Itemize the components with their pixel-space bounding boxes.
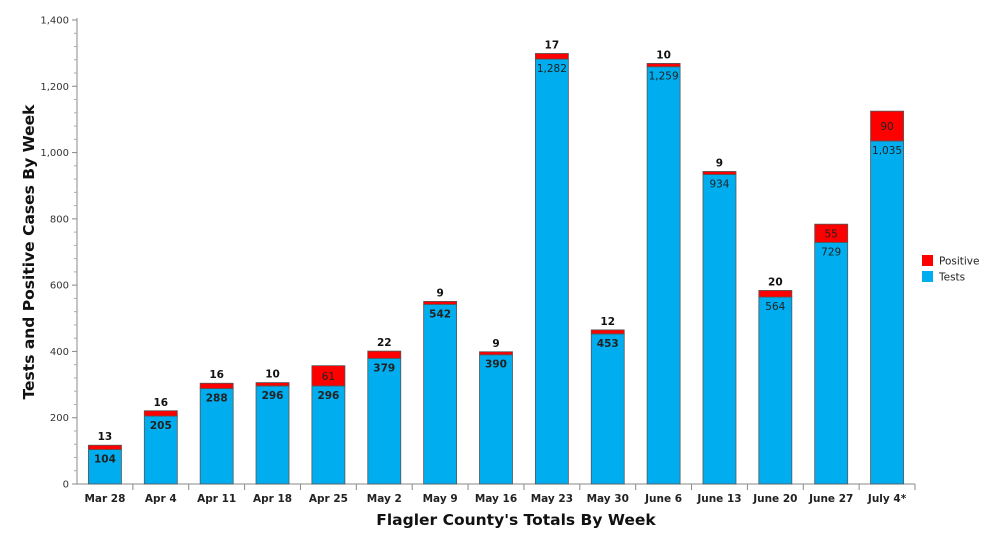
positive-value-label: 9: [492, 338, 499, 350]
bar-tests: [814, 241, 849, 485]
tests-value-label: 729: [821, 246, 841, 258]
x-tick-label: Mar 28: [84, 493, 125, 505]
bar-tests: [255, 385, 290, 485]
x-tick-label: May 2: [367, 493, 402, 505]
tests-value-label: 1,259: [649, 71, 679, 83]
y-tick-label: 200: [50, 413, 69, 424]
tests-value-label: 296: [317, 390, 339, 402]
x-tick-label: June 13: [696, 493, 741, 505]
tests-value-label: 205: [150, 420, 172, 432]
x-tick-label: May 23: [531, 493, 573, 505]
bar-positive: [534, 53, 569, 60]
positive-value-label: 12: [600, 316, 615, 328]
bar-positive: [758, 290, 793, 298]
x-tick-label: Apr 18: [253, 493, 292, 505]
x-tick-label: June 6: [644, 493, 682, 505]
positive-value-label: 16: [153, 397, 168, 409]
y-tick-label: 400: [50, 347, 69, 358]
positive-value-label: 61: [322, 371, 335, 383]
positive-value-label: 13: [98, 431, 113, 443]
tests-value-label: 296: [262, 390, 284, 402]
legend-swatch: [922, 255, 933, 266]
y-tick-label: 1,200: [40, 82, 69, 93]
tests-value-label: 379: [373, 362, 395, 374]
tests-value-label: 564: [765, 301, 785, 313]
legend-swatch: [922, 271, 933, 282]
bar-tests: [758, 296, 793, 485]
positive-value-label: 10: [265, 369, 280, 381]
bar-tests: [143, 415, 178, 485]
x-axis: Mar 28 Apr 4 Apr 11 Apr 18 Apr 25 May 2 May 9 M…: [77, 483, 916, 505]
bar-tests: [423, 303, 458, 485]
bar-positive: [590, 329, 625, 335]
y-tick-label: 1,000: [40, 148, 69, 159]
bar-positive: [367, 350, 402, 359]
bar-positive: [646, 63, 681, 68]
bar-tests: [88, 449, 122, 485]
bar-tests: [590, 333, 625, 485]
tests-value-label: 1,282: [537, 63, 567, 75]
bar-positive: [870, 110, 904, 142]
legend-label: Tests: [938, 272, 965, 284]
tests-value-label: 288: [206, 393, 228, 405]
bar-positive: [479, 351, 513, 356]
bar-tests: [870, 140, 904, 485]
bar-tests: [367, 357, 402, 485]
bar-tests: [311, 385, 346, 485]
x-tick-label: June 20: [752, 493, 797, 505]
x-tick-label: May 16: [475, 493, 517, 505]
bar-tests: [199, 388, 234, 485]
y-tick-label: 1,400: [40, 16, 69, 27]
tests-value-label: 934: [709, 178, 729, 190]
x-tick-label: June 27: [808, 493, 853, 505]
y-tick-label: 600: [50, 281, 69, 292]
bar-tests: [479, 354, 513, 485]
positive-value-label: 55: [825, 228, 838, 240]
tests-value-label: 1,035: [872, 145, 902, 157]
bar-positive: [311, 365, 346, 387]
legend-label: Positive: [939, 256, 979, 268]
tests-value-label: 104: [94, 454, 116, 466]
x-axis-title: Flagler County's Totals By Week: [376, 511, 656, 529]
x-tick-label: May 30: [587, 493, 629, 505]
y-tick-label: 800: [50, 214, 69, 225]
bars: 104 13 205 16 288 16 296 10 296 61 379 22 542 9 390 9 1,…: [88, 39, 904, 485]
positive-value-label: 10: [656, 49, 671, 61]
bar-tests: [534, 58, 569, 485]
positive-value-label: 20: [768, 276, 783, 288]
tests-value-label: 453: [597, 338, 619, 350]
y-axis: 0 200 400 600 800 1,000 1,200 1,400: [40, 16, 78, 491]
x-tick-label: July 4*: [867, 493, 907, 505]
positive-value-label: 16: [209, 369, 224, 381]
bar-positive: [143, 410, 178, 417]
tests-value-label: 542: [429, 308, 451, 320]
positive-value-label: 9: [716, 157, 723, 169]
bar-tests: [646, 66, 681, 485]
x-tick-label: Apr 11: [197, 493, 236, 505]
positive-value-label: 22: [377, 337, 392, 349]
x-tick-label: Apr 4: [145, 493, 177, 505]
bar-tests: [702, 174, 737, 485]
bar-positive: [814, 223, 849, 243]
legend: Positive Tests: [922, 255, 979, 284]
y-axis-title: Tests and Positive Cases By Week: [20, 104, 38, 400]
bar-positive: [88, 444, 122, 450]
x-tick-label: May 9: [423, 493, 458, 505]
tests-value-label: 390: [485, 359, 507, 371]
y-tick-label: 0: [63, 480, 69, 491]
bar-positive: [255, 382, 290, 387]
positive-value-label: 17: [545, 39, 560, 51]
bar-positive: [199, 382, 234, 389]
positive-value-label: 9: [436, 287, 443, 299]
positive-value-label: 90: [880, 121, 893, 133]
bar-positive: [702, 171, 737, 175]
bar-positive: [423, 300, 458, 305]
x-tick-label: Apr 25: [309, 493, 348, 505]
